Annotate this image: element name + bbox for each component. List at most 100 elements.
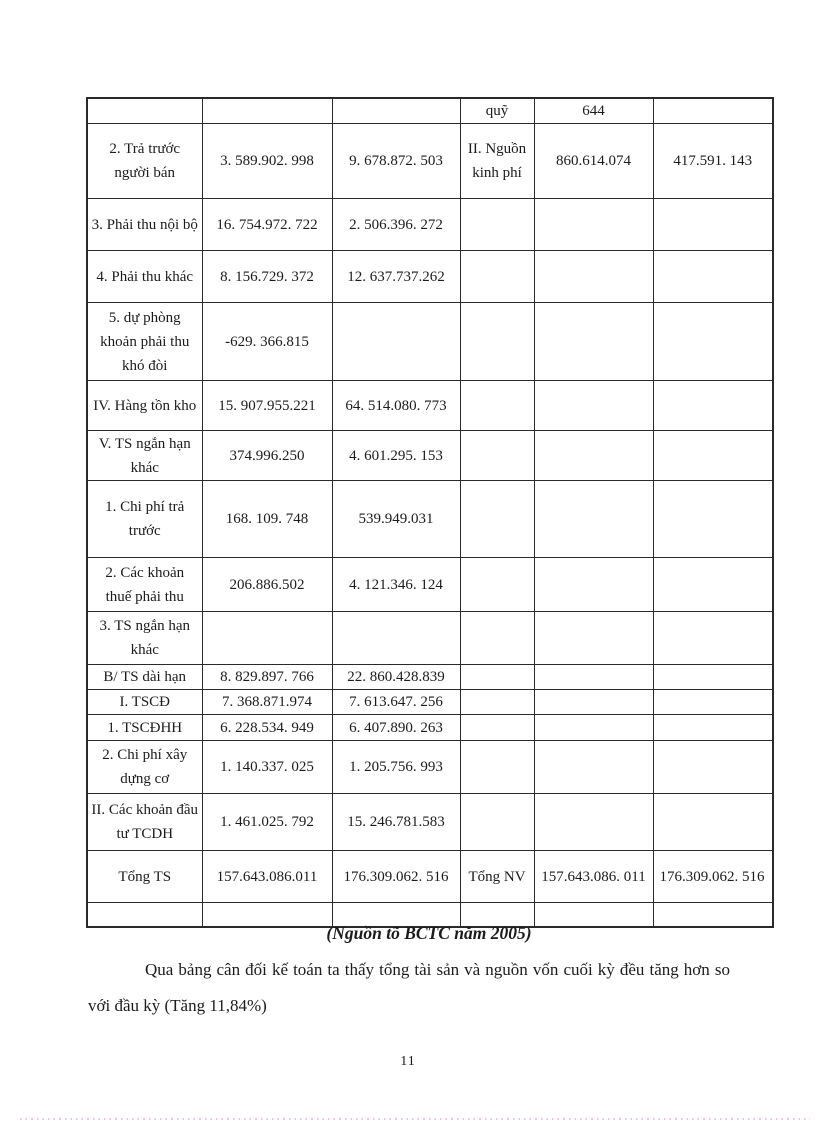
balance-sheet-table-body: quỹ 644 2. Trả trước người bán 3. 589.902. …: [86, 97, 774, 927]
table-cell: [533, 250, 654, 303]
table-row: 2. Chi phí xây dựng cơ 1. 140.337. 025 1. …: [86, 740, 774, 794]
table-cell: [533, 430, 654, 481]
analysis-paragraph: Qua bảng cân đối kế toán ta thấy tổng tà…: [88, 960, 730, 1015]
table-cell: 15. 907.955.221: [201, 380, 333, 431]
table-cell: 1. 205.756. 993: [331, 740, 461, 794]
table-cell: [459, 740, 535, 794]
table-row: Tổng TS 157.643.086.011 176.309.062. 516 Tổ…: [86, 850, 774, 903]
table-row: II. Các khoản đầu tư TCDH 1. 461.025. 792…: [86, 793, 774, 851]
table-cell: 3. Phải thu nội bộ: [86, 198, 203, 251]
table-cell: 1. Chi phí trả trước: [86, 480, 203, 558]
balance-sheet-table: quỹ 644 2. Trả trước người bán 3. 589.902. …: [86, 97, 774, 928]
table-cell: 8. 829.897. 766: [201, 664, 333, 690]
table-cell: quỹ: [459, 97, 535, 124]
table-cell: 2. Chi phí xây dựng cơ: [86, 740, 203, 794]
table-cell: [459, 198, 535, 251]
table-cell: II. Nguồn kinh phí: [459, 123, 535, 199]
table-cell: 1. 140.337. 025: [201, 740, 333, 794]
table-cell: [652, 902, 774, 927]
table-cell: [533, 302, 654, 381]
table-cell: [86, 97, 203, 124]
table-cell: [201, 902, 333, 927]
table-cell: 157.643.086.011: [201, 850, 333, 903]
table-cell: [652, 740, 774, 794]
table-cell: 168. 109. 748: [201, 480, 333, 558]
footer-dotted-line: [20, 1118, 810, 1120]
table-cell: -629. 366.815: [201, 302, 333, 381]
table-cell: 374.996.250: [201, 430, 333, 481]
table-row: 3. TS ngắn hạn khác: [86, 611, 774, 665]
table-cell: 644: [533, 97, 654, 124]
table-cell: 417.591. 143: [652, 123, 774, 199]
table-cell: [652, 97, 774, 124]
table-cell: 2. Các khoản thuế phải thu: [86, 557, 203, 612]
table-cell: 12. 637.737.262: [331, 250, 461, 303]
table-cell: 15. 246.781.583: [331, 793, 461, 851]
table-cell: [86, 902, 203, 927]
table-cell: 7. 613.647. 256: [331, 689, 461, 715]
page-number: 11: [400, 1054, 416, 1069]
table-cell: 1. TSCĐHH: [86, 714, 203, 741]
table-cell: [652, 714, 774, 741]
table-cell: 3. TS ngắn hạn khác: [86, 611, 203, 665]
table-row: 5. dự phòng khoản phải thu khó đòi -629. …: [86, 302, 774, 381]
table-cell: [201, 611, 333, 665]
table-cell: [533, 198, 654, 251]
table-cell: [652, 689, 774, 715]
table-cell: 8. 156.729. 372: [201, 250, 333, 303]
table-cell: [533, 380, 654, 431]
table-row: [86, 902, 774, 927]
table-cell: 1. 461.025. 792: [201, 793, 333, 851]
table-cell: [533, 793, 654, 851]
table-cell: [652, 480, 774, 558]
table-cell: 9. 678.872. 503: [331, 123, 461, 199]
table-row: 1. Chi phí trả trước 168. 109. 748 539.949…: [86, 480, 774, 558]
table-cell: [533, 611, 654, 665]
table-cell: 2. 506.396. 272: [331, 198, 461, 251]
table-cell: [459, 793, 535, 851]
table-cell: 4. Phải thu khác: [86, 250, 203, 303]
table-cell: [459, 714, 535, 741]
table-cell: 22. 860.428.839: [331, 664, 461, 690]
table-row: 4. Phải thu khác 8. 156.729. 372 12. 637.7…: [86, 250, 774, 303]
table-cell: [652, 302, 774, 381]
table-cell: [459, 430, 535, 481]
table-cell: Tổng TS: [86, 850, 203, 903]
table-cell: 3. 589.902. 998: [201, 123, 333, 199]
table-cell: [331, 302, 461, 381]
table-cell: [459, 664, 535, 690]
table-cell: 5. dự phòng khoản phải thu khó đòi: [86, 302, 203, 381]
table-cell: 206.886.502: [201, 557, 333, 612]
table-cell: 176.309.062. 516: [652, 850, 774, 903]
table-row: B/ TS dài hạn 8. 829.897. 766 22. 860.428.…: [86, 664, 774, 690]
table-cell: [533, 480, 654, 558]
table-cell: [533, 689, 654, 715]
table-cell: [459, 480, 535, 558]
table-cell: 539.949.031: [331, 480, 461, 558]
table-cell: [331, 611, 461, 665]
table-cell: 2. Trả trước người bán: [86, 123, 203, 199]
table-cell: [652, 430, 774, 481]
table-cell: 16. 754.972. 722: [201, 198, 333, 251]
table-row: 2. Trả trước người bán 3. 589.902. 998 9. …: [86, 123, 774, 199]
table-cell: 4. 601.295. 153: [331, 430, 461, 481]
table-cell: [652, 250, 774, 303]
table-cell: Tổng NV: [459, 850, 535, 903]
table-cell: [652, 557, 774, 612]
table-cell: [652, 380, 774, 431]
table-cell: [533, 664, 654, 690]
table-cell: 7. 368.871.974: [201, 689, 333, 715]
table-cell: [459, 689, 535, 715]
table-cell: [652, 664, 774, 690]
table-cell: 860.614.074: [533, 123, 654, 199]
table-cell: [533, 902, 654, 927]
table-cell: [652, 611, 774, 665]
table-cell: [331, 97, 461, 124]
table-cell: 6. 228.534. 949: [201, 714, 333, 741]
table-cell: 6. 407.890. 263: [331, 714, 461, 741]
table-cell: [652, 198, 774, 251]
table-row: 1. TSCĐHH 6. 228.534. 949 6. 407.890. 263: [86, 714, 774, 741]
table-cell: B/ TS dài hạn: [86, 664, 203, 690]
table-cell: [331, 902, 461, 927]
